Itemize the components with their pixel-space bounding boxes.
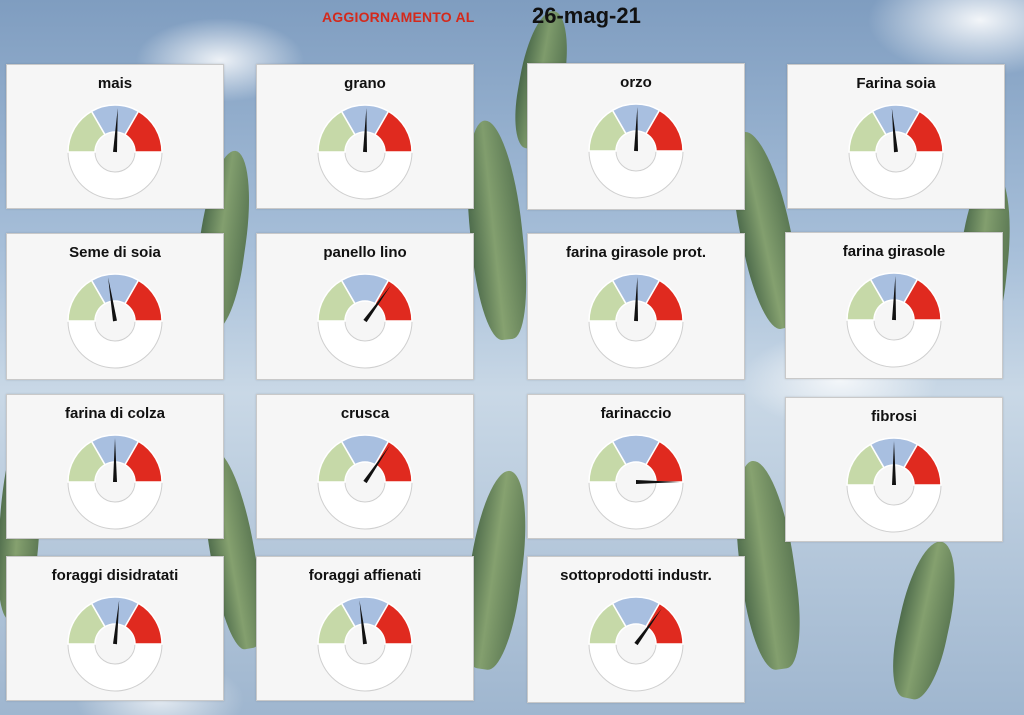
gauge-dial (588, 596, 684, 692)
gauge-lower-half (588, 481, 684, 530)
gauge-needle (363, 445, 390, 484)
gauge-dial (317, 596, 413, 692)
gauge-card: foraggi disidratati (6, 556, 224, 701)
gauge-dial (67, 596, 163, 692)
gauge-card: Farina soia (787, 64, 1005, 209)
gauge-lower-half (317, 320, 413, 369)
gauge-card: fibrosi (785, 397, 1003, 542)
gauge-card: mais (6, 64, 224, 209)
gauge-needle (891, 108, 898, 153)
gauge-needle (892, 441, 896, 485)
gauge-lower-half (848, 151, 944, 200)
gauge-needle (634, 608, 662, 646)
gauge-card: grano (256, 64, 474, 209)
gauge-needle (634, 277, 638, 322)
gauge-needle (363, 285, 391, 323)
gauge-high-zone (644, 109, 684, 152)
gauge-high-zone (644, 279, 684, 322)
gauge-dial (67, 104, 163, 200)
gauge-lower-half (317, 151, 413, 200)
gauge-card: orzo (527, 63, 745, 210)
gauge-needle (113, 600, 120, 645)
gauge-title: farinaccio (600, 405, 672, 422)
gauge-title: farina girasole prot. (565, 244, 707, 261)
gauge-high-zone (373, 440, 413, 483)
gauge-high-zone (902, 278, 942, 321)
gauge-dial (317, 434, 413, 530)
gauge-dial (317, 104, 413, 200)
gauge-card: farina di colza (6, 394, 224, 539)
gauge-lower-half (317, 481, 413, 530)
gauge-title: farina girasole (842, 243, 946, 260)
update-date: 26-mag-21 (532, 3, 641, 28)
header: AGGIORNAMENTO AL 26-mag-21 (0, 0, 1024, 36)
gauge-card: foraggi affienati (256, 556, 474, 701)
gauge-needle (108, 277, 117, 322)
gauge-dial (846, 437, 942, 533)
gauge-lower-half (588, 150, 684, 199)
gauge-title: grano (344, 75, 386, 92)
gauge-dial (317, 273, 413, 369)
gauge-title: panello lino (323, 244, 407, 261)
gauge-needle (113, 108, 118, 153)
gauge-lower-half (317, 643, 413, 692)
wheat-stalk (883, 536, 967, 704)
gauge-high-zone (123, 602, 163, 645)
gauge-lower-half (67, 320, 163, 369)
gauge-title: sottoprodotti industr. (560, 567, 712, 584)
gauge-lower-half (67, 481, 163, 530)
gauge-dial (848, 104, 944, 200)
gauge-high-zone (373, 279, 413, 322)
gauge-card: sottoprodotti industr. (527, 556, 745, 703)
gauge-lower-half (588, 643, 684, 692)
gauge-high-zone (904, 110, 944, 153)
gauge-lower-half (67, 151, 163, 200)
gauge-title: orzo (620, 74, 652, 91)
gauge-dial (588, 434, 684, 530)
gauge-dial (588, 103, 684, 199)
gauge-title: farina di colza (64, 405, 166, 422)
gauge-card: panello lino (256, 233, 474, 380)
gauge-card: farina girasole prot. (527, 233, 745, 380)
gauge-title: crusca (340, 405, 390, 422)
gauge-needle (113, 438, 117, 482)
gauge-dial (67, 273, 163, 369)
gauge-needle (634, 107, 638, 152)
gauge-dial (67, 434, 163, 530)
gauge-high-zone (123, 110, 163, 153)
gauge-lower-half (67, 643, 163, 692)
gauge-needle (363, 108, 367, 153)
update-label: AGGIORNAMENTO AL (322, 9, 475, 25)
gauge-title: foraggi affienati (308, 567, 422, 584)
gauge-title: Farina soia (856, 75, 936, 92)
gauge-needle (636, 480, 680, 484)
gauge-high-zone (644, 602, 684, 645)
gauge-high-zone (902, 443, 942, 486)
gauge-needle (892, 276, 896, 321)
gauge-high-zone (373, 110, 413, 153)
gauge-high-zone (123, 440, 163, 483)
gauge-card: farinaccio (527, 394, 745, 539)
gauge-card: farina girasole (785, 232, 1003, 379)
gauge-high-zone (123, 279, 163, 322)
gauge-card: Seme di soia (6, 233, 224, 380)
gauge-lower-half (846, 484, 942, 533)
gauge-dial (588, 273, 684, 369)
gauge-lower-half (588, 320, 684, 369)
gauge-title: fibrosi (871, 408, 917, 425)
gauge-title: foraggi disidratati (51, 567, 179, 584)
gauge-title: Seme di soia (69, 244, 161, 261)
gauge-dial (846, 272, 942, 368)
gauge-high-zone (373, 602, 413, 645)
gauge-lower-half (846, 319, 942, 368)
gauge-needle (359, 600, 367, 645)
gauge-high-zone (644, 440, 684, 483)
gauge-card: crusca (256, 394, 474, 539)
gauge-title: mais (97, 75, 133, 92)
